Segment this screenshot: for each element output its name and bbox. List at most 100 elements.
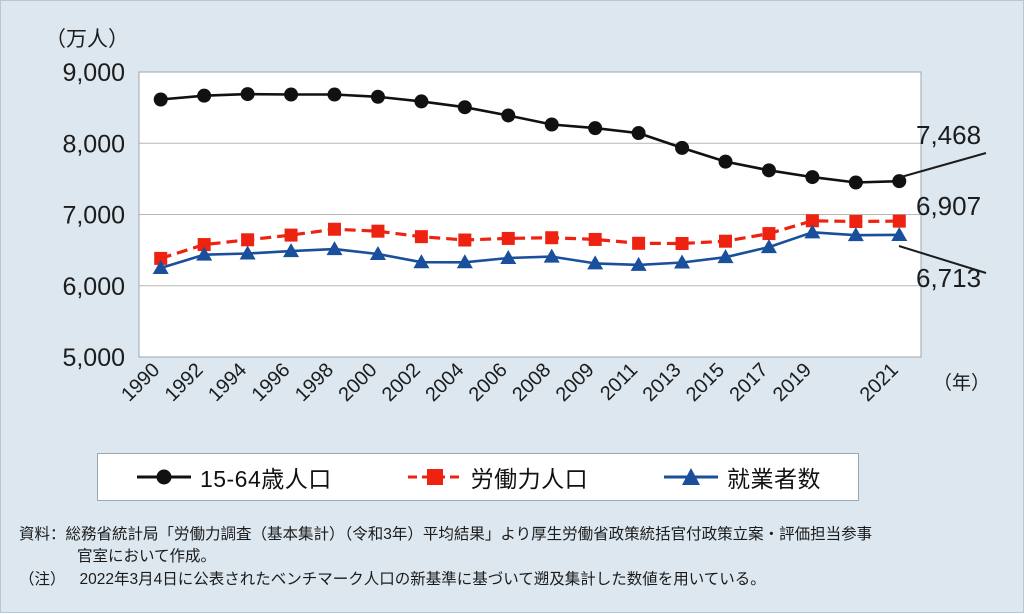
x-tick-label-1992: 1992	[161, 359, 208, 406]
legend-label-employed-persons: 就業者数	[727, 466, 822, 492]
data-point-marker	[630, 256, 647, 271]
x-tick-label-2009: 2009	[552, 359, 599, 406]
footnote-source-line1: 総務省統計局「労働力調査（基本集計）（令和3年）平均結果」より厚生労働省政策統括…	[65, 526, 873, 543]
footnote-source-key: 資料：	[19, 526, 66, 543]
data-point-marker	[804, 224, 821, 239]
data-point-marker	[761, 163, 776, 178]
data-point-marker	[152, 260, 169, 275]
data-point-marker	[847, 227, 864, 242]
footnote-note-key: （注）	[19, 570, 66, 588]
series-line-0	[160, 92, 900, 184]
x-tick-label-2000: 2000	[334, 359, 381, 406]
data-point-marker	[327, 87, 342, 102]
x-tick-label-1998: 1998	[291, 359, 338, 406]
data-point-marker	[805, 170, 820, 185]
data-point-marker	[674, 254, 691, 269]
y-tick-label-5000: 5,000	[62, 344, 125, 372]
data-point-marker	[413, 254, 430, 269]
x-tick-label-2021: 2021	[856, 359, 903, 406]
data-point-marker	[501, 108, 516, 123]
x-tick-label-1996: 1996	[248, 359, 295, 406]
annotation-leader-line-2	[898, 245, 987, 274]
data-point-marker	[197, 88, 212, 103]
employed-persons-end-value: 6,713	[916, 263, 981, 293]
data-point-marker	[545, 231, 559, 245]
chart-legend: 15-64歳人口 労働力人口 就業者数	[97, 453, 859, 501]
data-point-marker	[849, 214, 863, 228]
legend-label-population-15-64: 15-64歳人口	[199, 466, 332, 492]
y-tick-label-8000: 8,000	[62, 130, 125, 158]
x-tick-label-2004: 2004	[421, 359, 468, 406]
legend-label-labor-force: 労働力人口	[470, 466, 589, 492]
data-point-marker	[456, 254, 473, 269]
legend-item-population-15-64: 15-64歳人口	[135, 460, 332, 494]
x-tick-label-1994: 1994	[204, 359, 251, 406]
data-point-marker	[501, 231, 515, 245]
data-point-marker	[718, 154, 733, 169]
x-tick-label-2015: 2015	[682, 359, 729, 406]
data-point-marker	[543, 248, 560, 263]
data-point-marker	[892, 174, 907, 189]
data-point-marker	[587, 255, 604, 270]
data-point-marker	[544, 117, 559, 132]
data-point-marker	[328, 222, 341, 236]
footnote-block: 資料： 総務省統計局「労働力調査（基本集計）（令和3年）平均結果」より厚生労働省…	[19, 524, 1009, 591]
data-point-marker	[675, 140, 690, 155]
data-point-marker	[196, 246, 213, 261]
data-point-marker	[240, 87, 255, 102]
footnote-source-row: 資料： 総務省統計局「労働力調査（基本集計）（令和3年）平均結果」より厚生労働省…	[19, 524, 1009, 546]
labor-force-end-value: 6,907	[916, 191, 981, 221]
footnote-source-line2: 官室において作成。	[77, 548, 217, 566]
data-point-marker	[284, 228, 298, 242]
series-line-2	[160, 231, 900, 270]
data-point-marker	[458, 233, 472, 247]
x-tick-label-2002: 2002	[378, 359, 425, 406]
legend-marker-circle-icon	[136, 469, 191, 485]
x-tick-label-2006: 2006	[465, 359, 512, 406]
legend-marker-square-icon	[407, 469, 462, 485]
data-point-marker	[371, 224, 385, 238]
data-point-marker	[631, 126, 646, 141]
footnote-note-line: 2022年3月4日に公表されたベンチマーク人口の新基準に基づいて遡及集計した数値…	[79, 570, 766, 588]
data-point-marker	[197, 238, 211, 252]
population-15-64-end-value: 7,468	[916, 120, 981, 150]
y-axis-unit-label: （万人）	[45, 28, 129, 51]
data-point-marker	[414, 94, 429, 109]
data-point-marker	[675, 236, 689, 250]
y-tick-label-7000: 7,000	[62, 202, 125, 230]
data-point-marker	[805, 214, 819, 228]
data-point-marker	[153, 92, 168, 107]
data-point-marker	[717, 249, 734, 264]
data-point-marker	[369, 245, 386, 260]
data-point-marker	[588, 232, 602, 246]
data-point-marker	[154, 251, 168, 265]
legend-marker-triangle-icon	[664, 468, 719, 485]
data-point-marker	[239, 245, 256, 260]
data-point-marker	[457, 100, 472, 115]
data-point-marker	[284, 87, 299, 102]
x-tick-label-2008: 2008	[508, 359, 555, 406]
data-point-marker	[588, 121, 603, 136]
x-tick-label-2019: 2019	[769, 359, 816, 406]
data-point-marker	[760, 239, 777, 254]
data-point-marker	[892, 214, 906, 228]
footnote-source-row-2: 官室において作成。	[19, 546, 1009, 568]
data-point-marker	[762, 227, 776, 241]
data-point-marker	[370, 89, 385, 104]
y-tick-label-9000: 9,000	[62, 59, 125, 87]
data-point-marker	[632, 236, 646, 250]
annotation-leader-line-0	[900, 152, 987, 178]
footnote-note-row: （注） 2022年3月4日に公表されたベンチマーク人口の新基準に基づいて遡及集計…	[19, 569, 1009, 591]
data-point-marker	[326, 241, 343, 256]
data-point-marker	[500, 250, 517, 265]
x-tick-label-2013: 2013	[639, 359, 686, 406]
data-point-marker	[414, 230, 428, 244]
data-point-marker	[848, 175, 863, 190]
y-tick-label-6000: 6,000	[62, 273, 125, 301]
data-point-marker	[719, 234, 732, 248]
x-tick-label-2011: 2011	[596, 359, 642, 405]
legend-item-employed-persons: 就業者数	[662, 460, 821, 494]
legend-item-labor-force: 労働力人口	[406, 460, 589, 494]
